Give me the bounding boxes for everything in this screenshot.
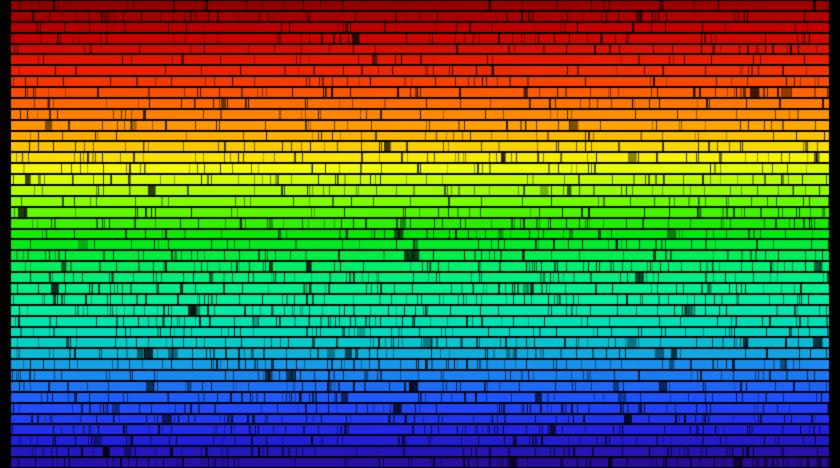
spectrum-bands: [0, 0, 840, 468]
solar-spectrum-image: [0, 0, 840, 468]
